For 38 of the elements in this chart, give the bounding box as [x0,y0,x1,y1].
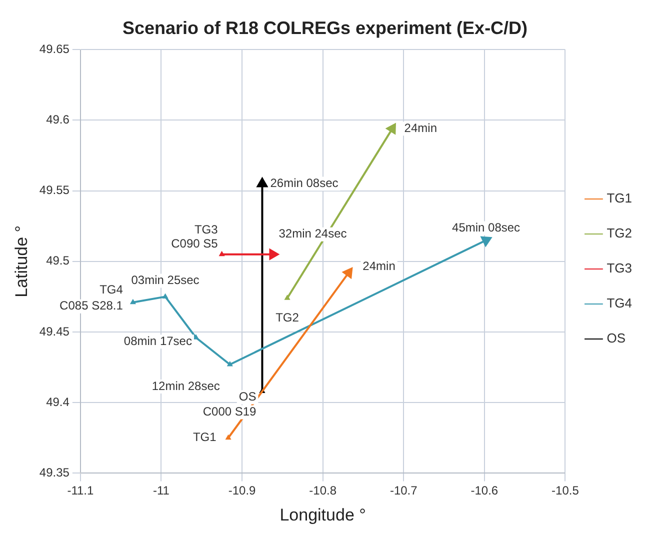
x-tick-label: -10.6 [470,484,498,498]
annotation: 24min [362,259,396,274]
annotation: TG3 [194,222,218,237]
annotation: 03min 25sec [131,273,200,288]
y-tick-label: 49.6 [46,112,70,127]
y-tick-label: 49.5 [46,254,70,268]
annotation: TG1 [192,430,217,444]
x-tick-label: -10.9 [228,484,256,498]
annotation: C090 S5 [171,236,218,251]
y-tick-label: 49.45 [39,324,70,338]
annotation: 12min 28sec [152,378,220,393]
x-tick-label: -11 [153,484,170,498]
x-tick-label: -11.1 [67,484,94,498]
annotation: C085 S28.1 [60,298,124,313]
y-axis-title: Latitude ° [12,225,31,298]
x-tick-label: -10.8 [309,484,337,498]
legend-label: OS [606,330,626,346]
y-tick-label: 49.35 [39,466,70,480]
annotation: C000 S19 [202,404,257,419]
legend-label: TG3 [606,260,632,276]
annotation: 08min 17sec [124,334,192,348]
annotation: 26min 08sec [270,176,338,190]
annotation: 32min 24sec [278,226,347,241]
annotation: 24min [404,120,437,135]
x-tick-label: -10.7 [390,484,418,498]
x-axis-title: Longitude ° [280,505,366,524]
legend-label: TG1 [606,190,632,206]
legend-label: TG4 [606,296,632,311]
x-tick-label: -10.5 [552,484,580,498]
y-tick-label: 49.55 [39,183,70,198]
legend-label: TG2 [606,226,632,241]
annotation: OS [238,390,256,404]
annotation: TG2 [276,310,300,324]
annotation: TG4 [100,282,124,297]
chart-title: Scenario of R18 COLREGs experiment (Ex-C/D) [122,18,528,38]
y-tick-label: 49.65 [39,42,70,56]
y-tick-label: 49.4 [46,394,70,409]
annotation: 45min 08sec [452,220,520,235]
